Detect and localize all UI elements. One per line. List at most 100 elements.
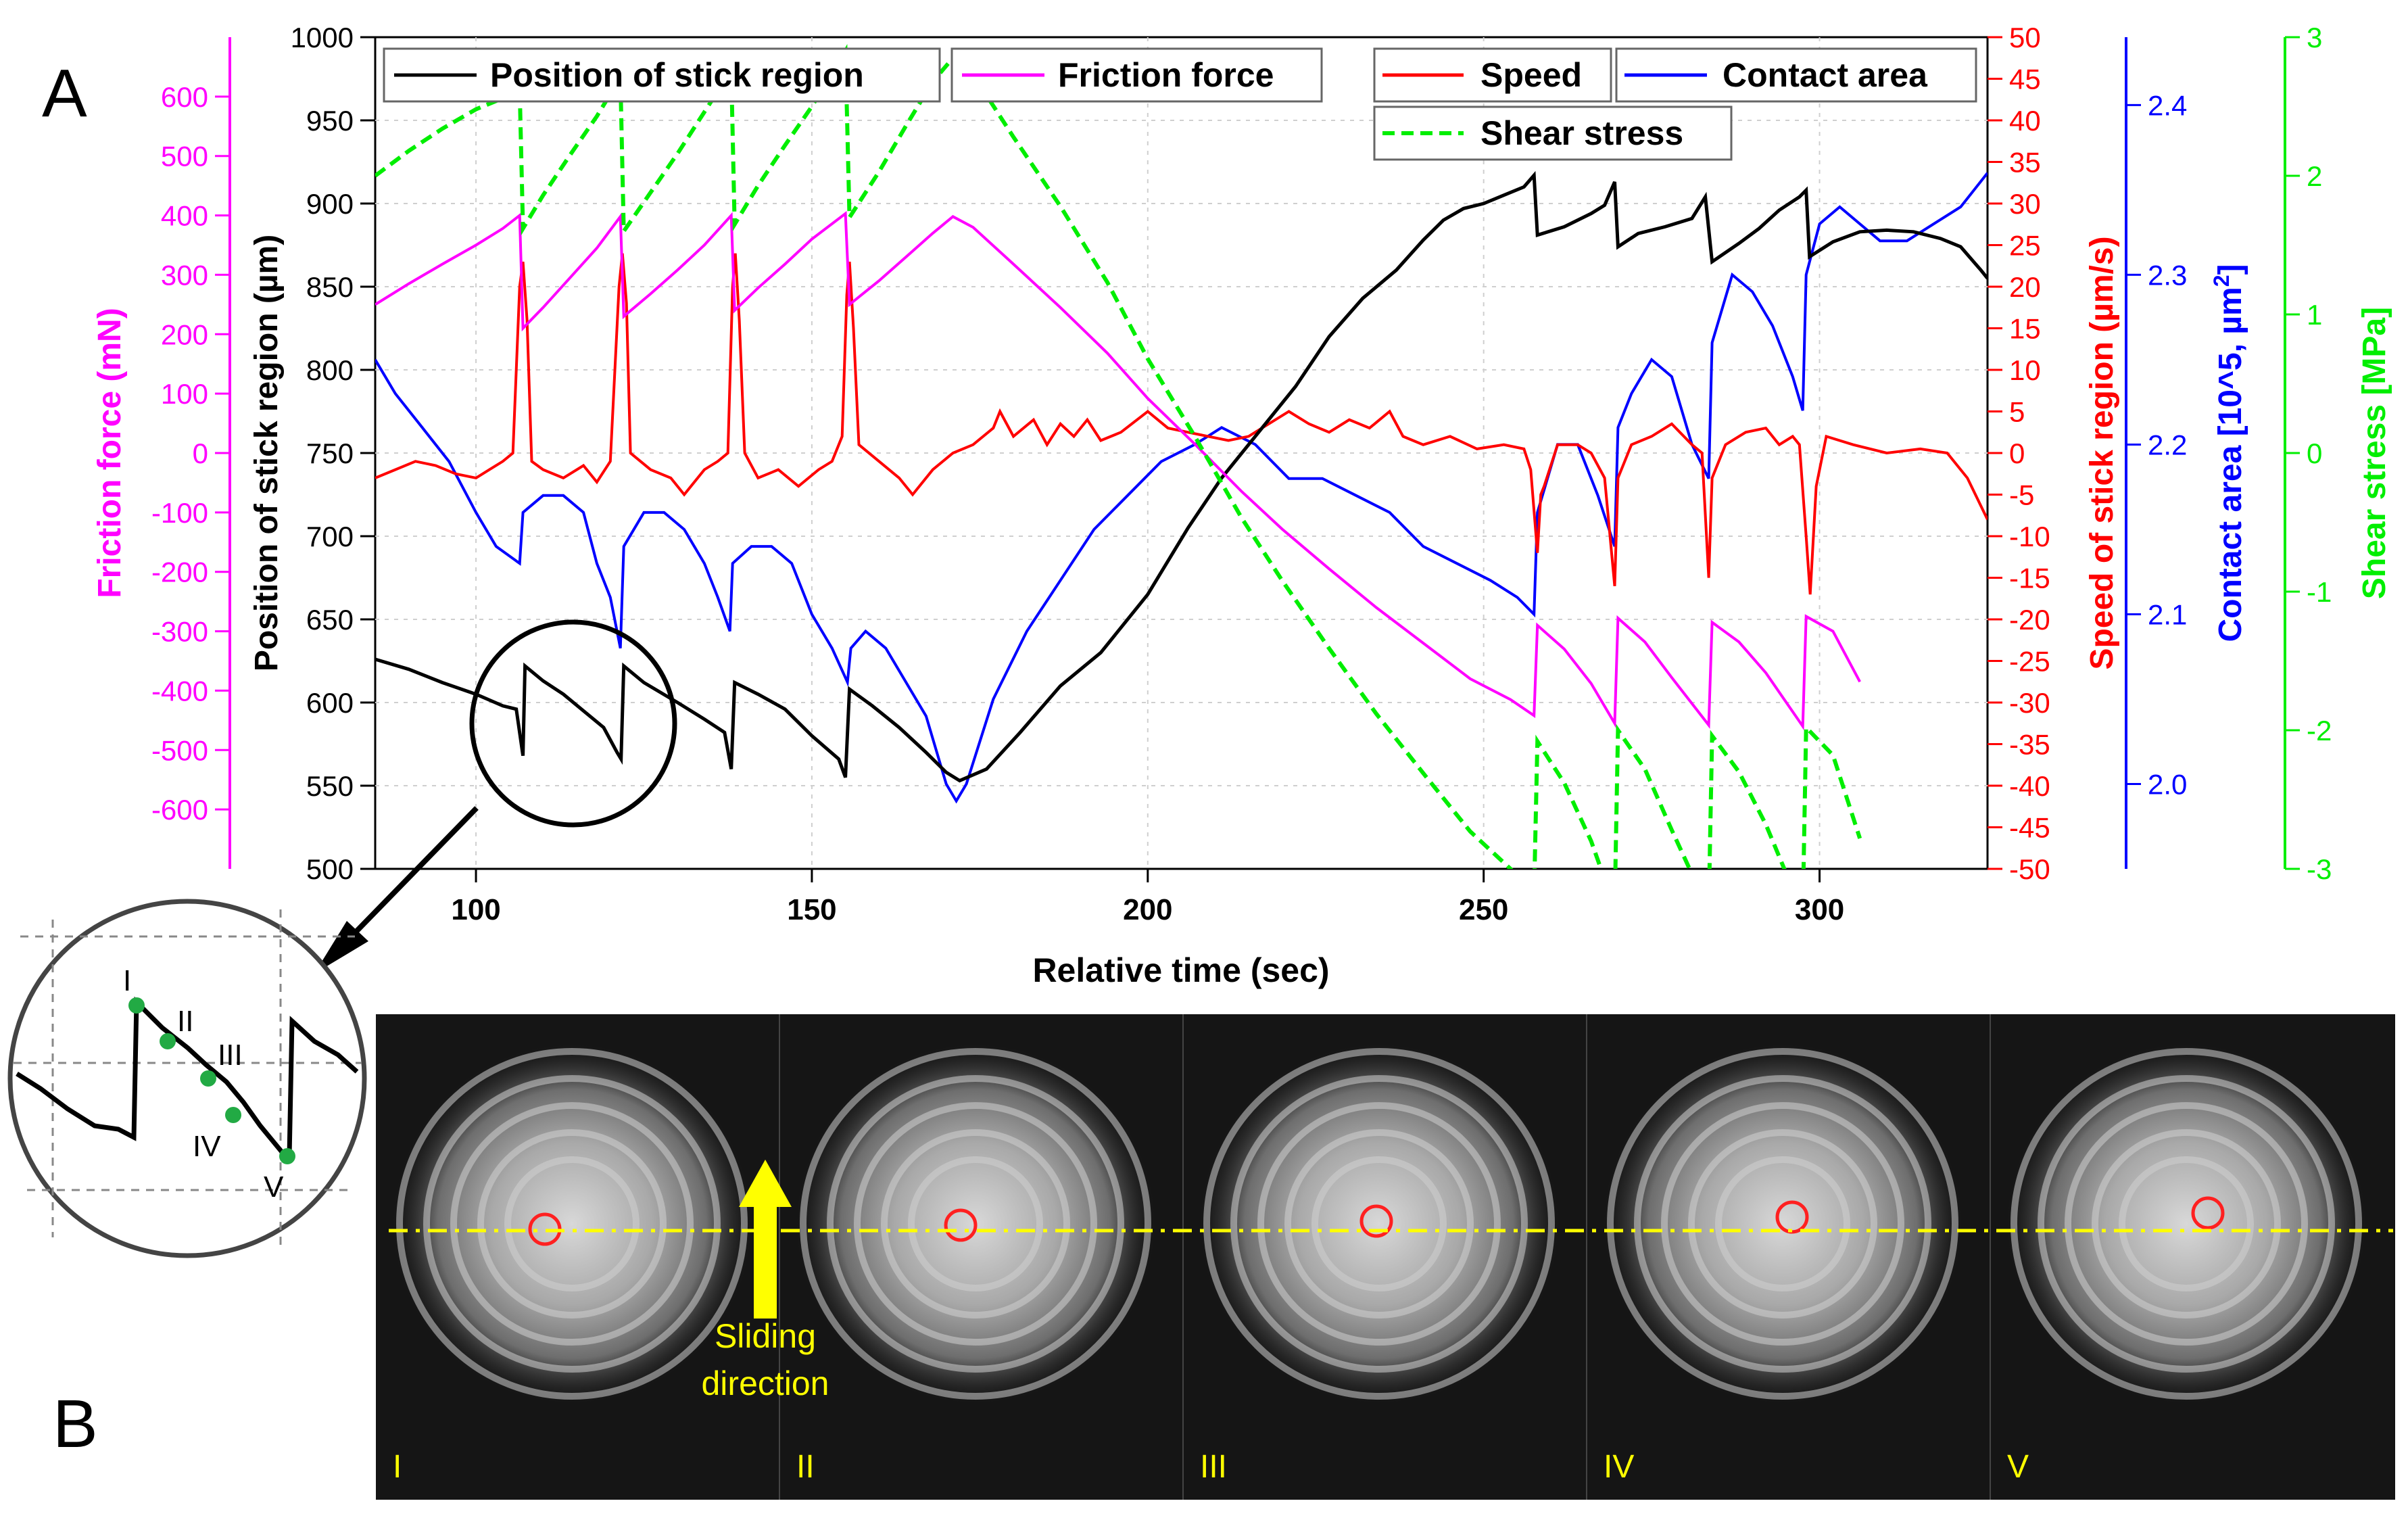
- speed-tick-label-0: -50: [2009, 853, 2050, 885]
- image-strip: I II III IV V: [376, 1014, 2395, 1500]
- speed-tick-label-14: 20: [2009, 271, 2041, 303]
- ring-1-0: [396, 1048, 748, 1400]
- ring-3-4: [1311, 1156, 1447, 1291]
- friction-tick-label-2: -400: [151, 675, 208, 707]
- position-tick-label-2: 600: [306, 687, 354, 719]
- speed-tick-label-11: 5: [2009, 396, 2025, 428]
- speed-tick-label-17: 35: [2009, 147, 2041, 179]
- inset-grid: [14, 909, 362, 1248]
- friction-tick-label-7: 100: [161, 378, 208, 410]
- ring-3-1: [1230, 1075, 1528, 1373]
- friction-tick-label-9: 300: [161, 259, 208, 291]
- contact-glow-3: [1200, 1045, 1558, 1403]
- area-tick-label-2: 2.2: [2148, 429, 2187, 460]
- ring-2-1: [827, 1075, 1124, 1373]
- speed-tick-label-6: -20: [2009, 604, 2050, 636]
- position-axis-label: Position of stick region (µm): [249, 235, 285, 671]
- position-tick-label-1: 550: [306, 770, 354, 802]
- shear-stress-line: [375, 44, 1862, 869]
- speed-tick-label-8: -10: [2009, 521, 2050, 552]
- ring-5-3: [2092, 1129, 2281, 1319]
- axes: 100 150 200 250 3005005506006507007508008509…: [151, 22, 2332, 926]
- inset-label-iii: III: [218, 1039, 243, 1072]
- sliding-arrow-shaft: [754, 1204, 777, 1319]
- x-axis-label: Relative time (sec): [1032, 951, 1329, 989]
- position-tick-label-3: 650: [306, 604, 354, 636]
- position-tick-label-9: 950: [306, 105, 354, 137]
- speed-line: [375, 253, 1988, 595]
- x-tick-label-1: 150: [787, 893, 836, 926]
- friction-tick-label-10: 400: [161, 200, 208, 232]
- area-tick-label-1: 2.1: [2148, 598, 2187, 630]
- friction-force-line: [375, 210, 1861, 731]
- legend-box-shear: [1373, 105, 1733, 161]
- inset-point-i: [128, 997, 145, 1014]
- inset-point-v: [279, 1148, 295, 1164]
- inset-label-iv: IV: [193, 1130, 221, 1163]
- position-tick-label-8: 900: [306, 188, 354, 220]
- friction-tick-label-12: 600: [161, 81, 208, 113]
- area-axis-label-main: Contact area [10^5, µm: [2213, 287, 2248, 642]
- zoom-arrow-head: [314, 921, 368, 974]
- ring-3-2: [1257, 1102, 1501, 1346]
- ring-4-4: [1715, 1156, 1850, 1291]
- contact-area-line: [375, 172, 1988, 804]
- inset-point-iv: [225, 1107, 241, 1123]
- ring-1-3: [477, 1129, 667, 1319]
- shear-tick-label-1: -2: [2307, 715, 2332, 746]
- sliding-label-line2: direction: [702, 1364, 829, 1402]
- friction-tick-label-8: 200: [161, 318, 208, 350]
- frame-3: III: [1182, 1014, 1587, 1500]
- sliding-direction: Sliding direction: [702, 1160, 829, 1402]
- speed-tick-label-2: -40: [2009, 770, 2050, 802]
- x-tick-label-2: 200: [1123, 893, 1172, 926]
- speed-tick-label-16: 30: [2009, 188, 2041, 220]
- position-tick-label-10: 1000: [291, 22, 354, 53]
- center-marker-5: [2191, 1196, 2225, 1230]
- speed-tick-label-7: -15: [2009, 563, 2050, 594]
- center-marker-3: [1359, 1204, 1393, 1238]
- speed-tick-label-9: -5: [2009, 479, 2034, 511]
- shear-axis-label: Shear stress [MPa]: [2357, 307, 2392, 599]
- friction-tick-label-5: -100: [151, 497, 208, 529]
- ring-2-2: [854, 1102, 1097, 1346]
- inset-label-i: I: [123, 964, 131, 997]
- friction-tick-label-4: -200: [151, 556, 208, 588]
- center-marker-2: [944, 1208, 978, 1242]
- ring-4-0: [1607, 1048, 1958, 1400]
- speed-tick-label-15: 25: [2009, 230, 2041, 262]
- panel-b-label: B: [53, 1386, 98, 1462]
- zoom-circle: [469, 619, 677, 828]
- ring-1-1: [423, 1075, 721, 1373]
- area-axis-label-end: ]: [2213, 264, 2248, 275]
- position-tick-label-4: 700: [306, 521, 354, 552]
- frame-label-1: I: [393, 1449, 402, 1485]
- friction-tick-label-1: -500: [151, 734, 208, 766]
- x-tick-label-3: 250: [1459, 893, 1508, 926]
- legend-label-speed: Speed: [1480, 56, 1582, 94]
- ring-4-2: [1661, 1102, 1904, 1346]
- speed-tick-label-1: -45: [2009, 812, 2050, 844]
- speed-tick-label-12: 10: [2009, 354, 2041, 386]
- shear-tick-label-6: 3: [2307, 22, 2322, 53]
- inset-point-iii: [200, 1070, 216, 1087]
- ring-5-2: [2065, 1102, 2308, 1346]
- inset-point-ii: [160, 1033, 176, 1049]
- inset: I II III IV V: [7, 899, 367, 1258]
- zoom-arrow-line: [343, 806, 479, 945]
- panel-a-label: A: [42, 55, 87, 131]
- ring-1-2: [450, 1102, 694, 1346]
- ring-1-4: [504, 1156, 640, 1291]
- friction-tick-label-3: -300: [151, 616, 208, 648]
- ring-4-3: [1688, 1129, 1877, 1319]
- speed-axis-label: Speed of stick region (µm/s): [2084, 236, 2120, 669]
- shear-tick-label-3: 0: [2307, 437, 2322, 469]
- inset-curve: [16, 996, 359, 1160]
- area-axis-label-sup: 2: [2209, 275, 2234, 287]
- x-tick-label-4: 300: [1795, 893, 1844, 926]
- ring-3-0: [1203, 1048, 1555, 1400]
- shear-tick-label-5: 2: [2307, 160, 2322, 192]
- speed-tick-label-19: 45: [2009, 64, 2041, 95]
- legend: Position of stick region Friction force …: [383, 47, 1977, 161]
- frame-label-5: V: [2007, 1449, 2029, 1485]
